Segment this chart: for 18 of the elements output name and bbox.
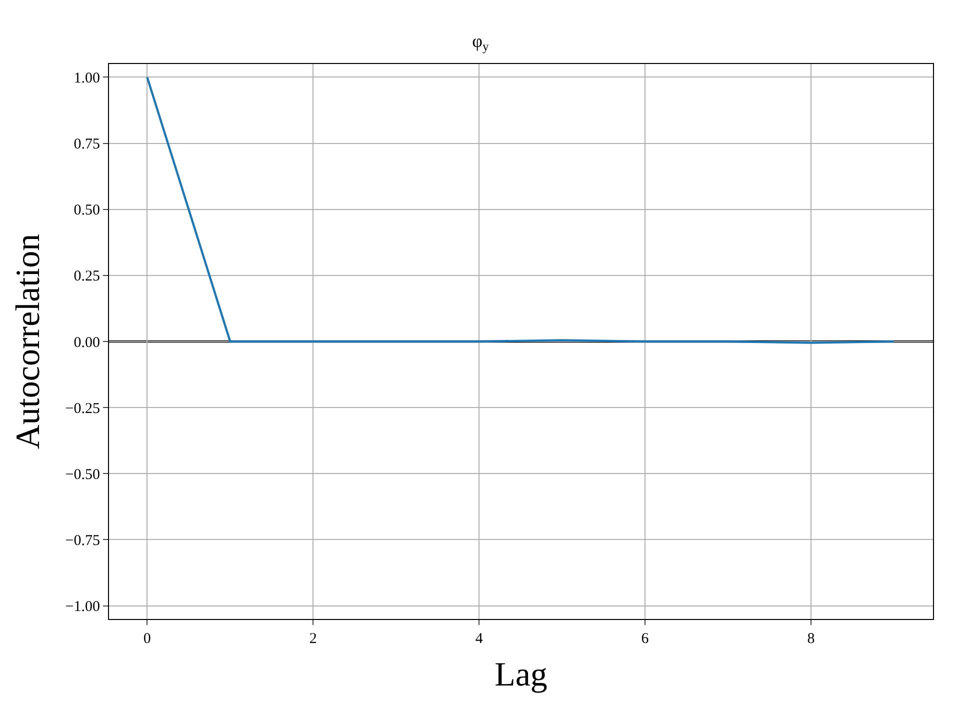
x-tick-label: 2 — [309, 631, 317, 647]
y-tick-label: −0.75 — [65, 532, 100, 549]
x-tick-label: 4 — [475, 631, 484, 647]
y-axis-title: Autocorrelation — [10, 234, 47, 450]
x-axis-title: Lag — [494, 656, 548, 694]
x-tick-label: 6 — [641, 631, 650, 647]
chart-title: φ$_{y}$ — [472, 30, 490, 54]
x-tick-label: 0 — [143, 631, 151, 647]
y-tick-label: 1.00 — [74, 70, 100, 86]
y-tick-label: 0.75 — [74, 136, 100, 153]
y-tick-label: −0.50 — [65, 466, 100, 483]
x-tick-label: 8 — [807, 631, 815, 647]
y-tick-label: 0.50 — [74, 202, 100, 219]
line-series — [146, 76, 896, 344]
y-tick-label: 0.25 — [74, 268, 100, 285]
y-tick-label: −0.25 — [65, 400, 100, 417]
y-tick-label: 0.00 — [74, 334, 100, 351]
y-tick-label: −1.00 — [65, 599, 100, 616]
